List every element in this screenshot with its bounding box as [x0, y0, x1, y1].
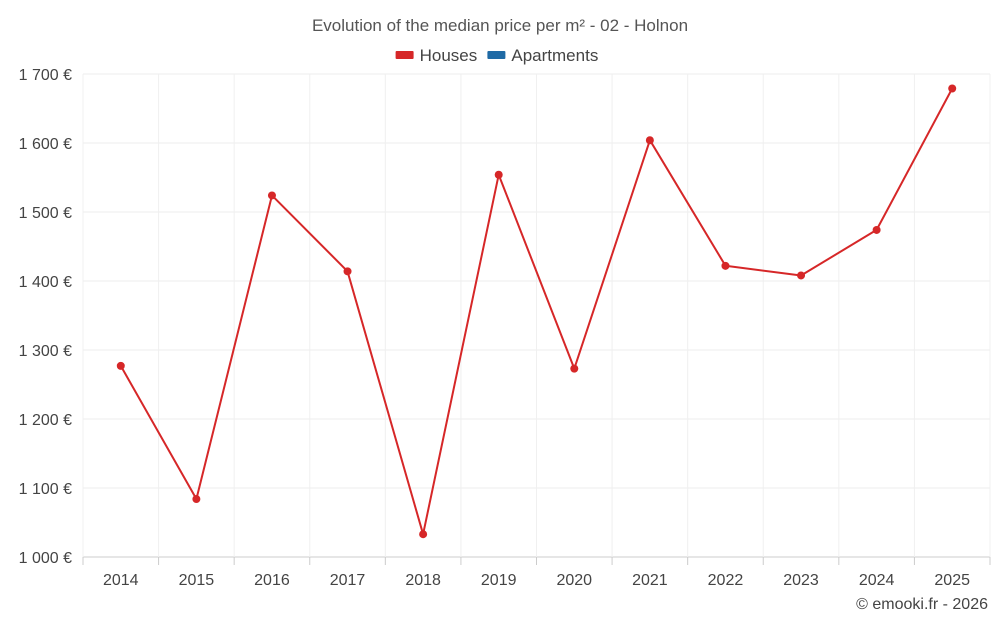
data-point[interactable]	[267, 191, 276, 200]
data-point[interactable]	[419, 530, 428, 539]
grid-lines	[82, 73, 991, 558]
legend-label-apartments[interactable]: Apartments	[511, 46, 598, 65]
data-point[interactable]	[645, 136, 654, 145]
y-tick-label: 1 700 €	[19, 67, 72, 84]
x-tick-label: 2025	[934, 572, 970, 589]
data-point[interactable]	[721, 261, 730, 270]
legend-marker-houses	[395, 51, 414, 59]
data-point[interactable]	[192, 495, 201, 504]
x-tick-label: 2015	[179, 572, 215, 589]
x-tick-label: 2022	[708, 572, 744, 589]
y-tick-label: 1 000 €	[19, 550, 72, 567]
x-tick-label: 2017	[330, 572, 366, 589]
y-tick-label: 1 600 €	[19, 136, 72, 153]
x-tick-label: 2016	[254, 572, 290, 589]
copyright-credit: © emooki.fr - 2026	[856, 596, 988, 613]
y-tick-label: 1 400 €	[19, 274, 72, 291]
x-tick-label: 2019	[481, 572, 517, 589]
x-tick-label: 2018	[405, 572, 441, 589]
data-point[interactable]	[494, 170, 503, 179]
x-tick-label: 2024	[859, 572, 895, 589]
legend: Houses Apartments	[395, 46, 598, 65]
legend-marker-apartments	[487, 51, 506, 59]
y-tick-label: 1 100 €	[19, 481, 72, 498]
x-axis: 2014 2015 2016 2017 2018 2019 2020 2021 2022 2023…	[82, 557, 991, 589]
data-point[interactable]	[948, 84, 957, 93]
legend-label-houses[interactable]: Houses	[420, 46, 478, 65]
data-point[interactable]	[872, 225, 881, 234]
x-tick-label: 2021	[632, 572, 668, 589]
series-layer	[116, 84, 957, 539]
y-tick-label: 1 200 €	[19, 412, 72, 429]
y-tick-label: 1 500 €	[19, 205, 72, 222]
data-point[interactable]	[343, 267, 352, 276]
data-point[interactable]	[797, 271, 806, 280]
data-point[interactable]	[570, 364, 579, 373]
y-axis: 1 000 € 1 100 € 1 200 € 1 300 € 1 400 € 1 500…	[19, 67, 72, 567]
x-tick-label: 2020	[556, 572, 592, 589]
y-tick-label: 1 300 €	[19, 343, 72, 360]
x-tick-label: 2014	[103, 572, 139, 589]
x-tick-label: 2023	[783, 572, 819, 589]
chart-title: Evolution of the median price per m² - 0…	[312, 16, 688, 35]
data-point[interactable]	[116, 361, 125, 370]
series-line-houses	[119, 88, 954, 536]
